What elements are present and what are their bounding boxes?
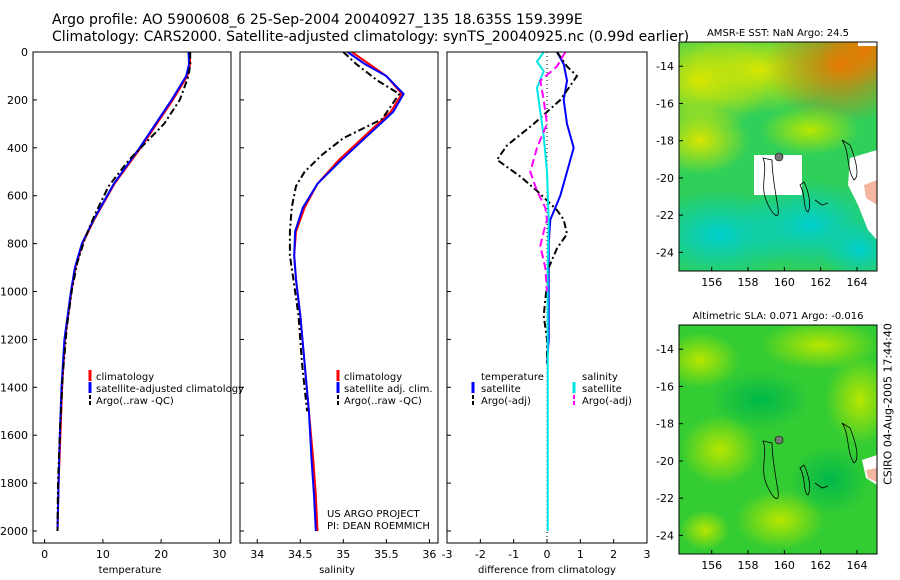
x-tick-label: 36 <box>422 548 436 561</box>
temp-series-line-0 <box>56 52 192 532</box>
figure-title-line-1: Argo profile: AO 5900608_6 25-Sep-2004 2… <box>52 12 583 28</box>
latitude-tick-label: -14 <box>656 60 674 73</box>
legend-label: satellite adj. clim. <box>344 384 433 395</box>
legend-label: Argo(-adj) <box>582 396 632 407</box>
y-tick-label: 1200 <box>0 333 28 346</box>
latitude-tick-label: -24 <box>656 529 674 542</box>
diff-series-line-2 <box>535 52 550 531</box>
y-tick-label: 400 <box>7 142 28 155</box>
y-tick-label: 1800 <box>0 477 28 490</box>
x-tick-label: 0 <box>544 548 551 561</box>
y-tick-label: 1400 <box>0 381 28 394</box>
legend-label: Argo(..raw -QC) <box>344 396 422 407</box>
longitude-tick-label: 156 <box>701 559 722 572</box>
argo-float-marker <box>774 152 784 162</box>
legend-heading: salinity <box>582 372 618 383</box>
latitude-tick-label: -18 <box>656 418 674 431</box>
x-tick-label: 20 <box>154 548 168 561</box>
x-tick-label: 3 <box>644 548 651 561</box>
y-tick-label: 1000 <box>0 286 28 299</box>
temp-series-line-2 <box>56 52 192 532</box>
salinity-axis-label: salinity <box>319 565 355 576</box>
sla-field <box>679 325 877 554</box>
diff-series-line-1 <box>495 52 579 364</box>
legend-label: climatology <box>344 372 402 383</box>
longitude-tick-label: 156 <box>701 276 722 289</box>
no-data-patch <box>848 150 877 240</box>
temperature-panel: 0 10 20 30 0 200 400 600 800 1000 1200 1400 1600 1800… <box>0 46 244 576</box>
sla-map-panel: Altimetric SLA: 0.071 Argo: -0.016 156 15… <box>656 311 878 572</box>
x-tick-label: -1 <box>508 548 519 561</box>
longitude-tick-label: 164 <box>847 276 868 289</box>
salt-series-line-0 <box>293 52 404 532</box>
sst-map-title: AMSR-E SST: NaN Argo: 24.5 <box>707 28 849 39</box>
latitude-tick-label: -24 <box>656 246 674 259</box>
x-tick-label: 30 <box>212 548 226 561</box>
y-tick-label: 200 <box>7 94 28 107</box>
longitude-tick-label: 164 <box>847 559 868 572</box>
salinity-panel: 34 34.5 35 35.5 36 salinity climatology sate… <box>239 51 439 576</box>
latitude-tick-label: -22 <box>656 209 674 222</box>
legend-label: Argo(-adj) <box>481 396 531 407</box>
x-tick-label: 34 <box>250 548 264 561</box>
temperature-axis-label: temperature <box>99 565 162 576</box>
legend-heading: temperature <box>481 372 544 383</box>
latitude-tick-label: -16 <box>656 380 674 393</box>
x-tick-label: 35.5 <box>374 548 399 561</box>
legend-label: Argo(..raw -QC) <box>96 396 174 407</box>
salt-series-line-2 <box>288 52 401 412</box>
latitude-tick-label: -20 <box>656 172 674 185</box>
y-tick-label: 0 <box>21 46 28 59</box>
legend-label: satellite <box>481 384 521 395</box>
x-tick-label: 10 <box>96 548 110 561</box>
x-tick-label: 1 <box>577 548 584 561</box>
longitude-tick-label: 162 <box>810 276 831 289</box>
latitude-tick-label: -18 <box>656 135 674 148</box>
difference-axis-label: difference from climatology <box>478 565 616 576</box>
x-tick-label: 0 <box>41 548 48 561</box>
x-tick-label: -3 <box>442 548 453 561</box>
y-tick-label: 1600 <box>0 429 28 442</box>
legend-label: climatology <box>96 372 154 383</box>
project-annotation: US ARGO PROJECT <box>327 509 421 520</box>
x-tick-label: 2 <box>610 548 617 561</box>
pi-annotation: PI: DEAN ROEMMICH <box>327 521 430 532</box>
latitude-tick-label: -14 <box>656 343 674 356</box>
salt-series-line-1 <box>293 52 405 532</box>
y-tick-label: 2000 <box>0 525 28 538</box>
difference-panel: -3 -2 -1 0 1 2 3 difference from climatology t… <box>442 51 651 576</box>
x-tick-label: 34.5 <box>288 548 313 561</box>
x-tick-label: -2 <box>475 548 486 561</box>
legend-label: satellite-adjusted climatology <box>96 384 244 395</box>
latitude-tick-label: -22 <box>656 492 674 505</box>
sst-map-panel: AMSR-E SST: NaN Argo: 24.5 156 158 160 162 1… <box>656 28 878 289</box>
longitude-tick-label: 162 <box>810 559 831 572</box>
diff-series-line-3 <box>529 52 567 292</box>
y-tick-label: 800 <box>7 238 28 251</box>
longitude-tick-label: 160 <box>774 559 795 572</box>
y-tick-label: 600 <box>7 190 28 203</box>
latitude-tick-label: -16 <box>656 97 674 110</box>
argo-float-marker <box>774 435 784 445</box>
longitude-tick-label: 158 <box>738 276 759 289</box>
legend-label: satellite <box>582 384 622 395</box>
diff-series-line-0 <box>546 52 575 364</box>
longitude-tick-label: 160 <box>774 276 795 289</box>
x-tick-label: 35 <box>336 548 350 561</box>
latitude-tick-label: -20 <box>656 455 674 468</box>
sst-field <box>679 42 877 271</box>
sla-map-title: Altimetric SLA: 0.071 Argo: -0.016 <box>693 311 864 322</box>
temp-series-line-1 <box>56 52 191 532</box>
longitude-tick-label: 158 <box>738 559 759 572</box>
figure-title-line-2: Climatology: CARS2000. Satellite-adjuste… <box>52 29 690 45</box>
